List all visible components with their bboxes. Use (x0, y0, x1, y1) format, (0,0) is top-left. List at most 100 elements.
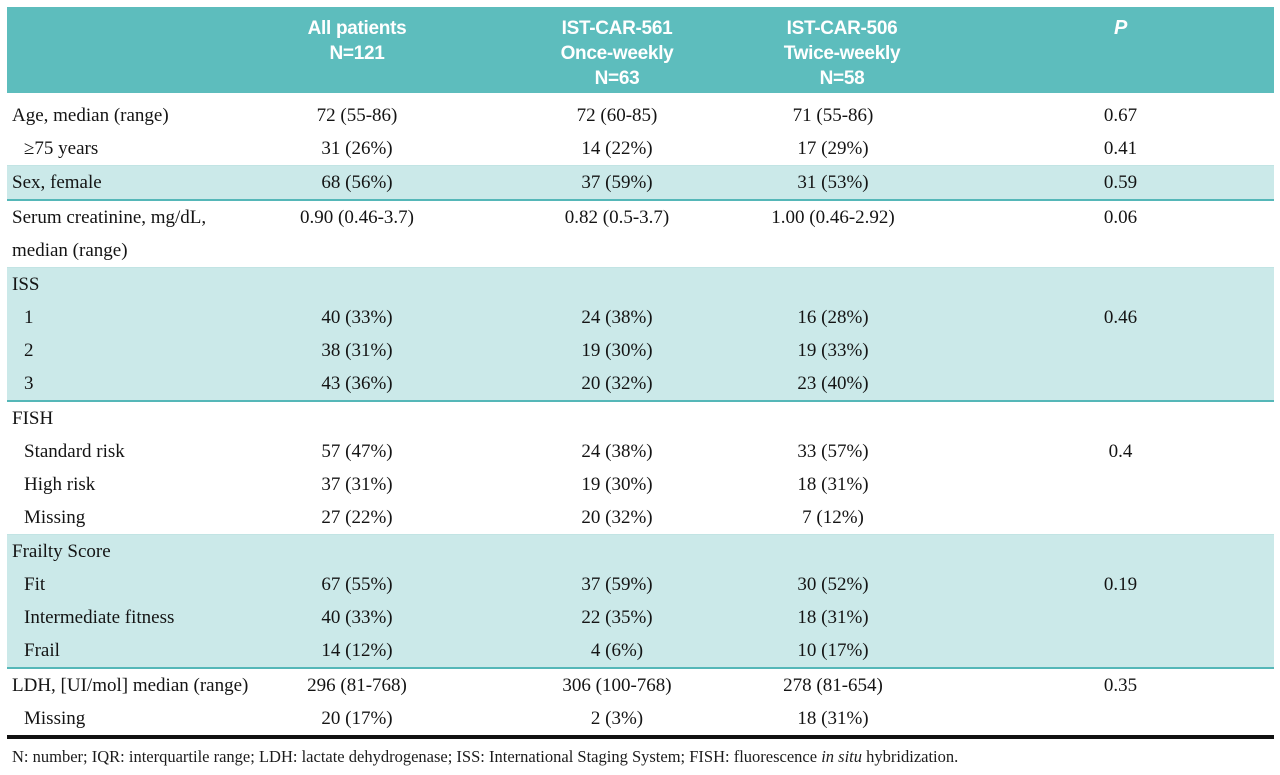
cell-value: 20 (32%) (581, 373, 653, 394)
cell-value: 22 (35%) (581, 607, 653, 628)
cell-p-value: 0.46 (1103, 307, 1138, 328)
cell-p-value: 0.35 (1103, 675, 1138, 696)
cell-value: 14 (12%) (321, 640, 393, 661)
table-row: FISH (7, 402, 1274, 435)
table-row: Serum creatinine, mg/dL, median (range) 0.… (7, 201, 1274, 267)
cell-value: 2 (3%) (590, 708, 644, 729)
cell-p-value: 0.19 (1103, 574, 1138, 595)
table-row: 3 43 (36%) 20 (32%) 23 (40%) (7, 367, 1274, 402)
header-cell-all-patients: All patients N=121 (307, 18, 407, 64)
cell-value: 40 (33%) (321, 307, 393, 328)
cell-value: 24 (38%) (581, 441, 653, 462)
footnote: N: number; IQR: interquartile range; LDH… (7, 746, 1274, 768)
footnote-italic-text: in situ (821, 747, 863, 766)
cell-p-value: 0.67 (1103, 105, 1138, 126)
cell-value: 20 (17%) (321, 708, 393, 729)
cell-value: 16 (28%) (797, 307, 869, 328)
cell-value: 37 (59%) (581, 574, 653, 595)
cell-value: 0.82 (0.5-3.7) (564, 207, 670, 228)
row-label: Serum creatinine, mg/dL, median (range) (12, 207, 207, 261)
cell-value: 30 (52%) (797, 574, 869, 595)
table-row: High risk 37 (31%) 19 (30%) 18 (31%) (7, 468, 1274, 501)
cell-value: 278 (81-654) (783, 675, 883, 696)
header-cell-p: P (1113, 17, 1128, 39)
table-row: 1 40 (33%) 24 (38%) 16 (28%) 0.46 (7, 301, 1274, 334)
cell-value: 19 (30%) (581, 340, 653, 361)
header-cell-ist-car-561: IST-CAR-561 Once-weekly N=63 (560, 18, 674, 89)
row-label: Frail (24, 640, 60, 661)
header-cell-ist-car-506: IST-CAR-506 Twice-weekly N=58 (783, 18, 901, 89)
table-row: Fit 67 (55%) 37 (59%) 30 (52%) 0.19 (7, 568, 1274, 601)
cell-value: 1.00 (0.46-2.92) (771, 207, 895, 228)
cell-value: 14 (22%) (581, 138, 653, 159)
cell-value: 37 (59%) (581, 172, 653, 193)
cell-value: 296 (81-768) (307, 675, 407, 696)
cell-value: 57 (47%) (321, 441, 393, 462)
row-label: ISS (12, 274, 40, 295)
cell-value: 37 (31%) (321, 474, 393, 495)
row-label: Fit (24, 574, 46, 595)
cell-value: 67 (55%) (321, 574, 393, 595)
footnote-text: hybridization. (862, 747, 959, 766)
cell-value: 38 (31%) (321, 340, 393, 361)
cell-p-value: 0.59 (1103, 172, 1138, 193)
row-label: 2 (24, 340, 34, 361)
table-row: Standard risk 57 (47%) 24 (38%) 33 (57%) 0.4 (7, 435, 1274, 468)
cell-value: 23 (40%) (797, 373, 869, 394)
row-label: Sex, female (12, 172, 102, 193)
row-label: Frailty Score (12, 541, 111, 562)
row-label: 3 (24, 373, 34, 394)
cell-value: 72 (60-85) (576, 105, 658, 126)
cell-p-value: 0.06 (1103, 207, 1138, 228)
cell-value: 31 (53%) (797, 172, 869, 193)
row-label: FISH (12, 408, 54, 429)
table-row: LDH, [UI/mol] median (range) 296 (81-768)… (7, 669, 1274, 702)
cell-value: 68 (56%) (321, 172, 393, 193)
table-row: ISS (7, 267, 1274, 301)
cell-value: 71 (55-86) (792, 105, 874, 126)
table-row: Age, median (range) 72 (55-86) 72 (60-85) 7… (7, 99, 1274, 132)
table-row: ≥75 years 31 (26%) 14 (22%) 17 (29%) 0.41 (7, 132, 1274, 166)
cell-value: 18 (31%) (797, 607, 869, 628)
row-label: Standard risk (24, 441, 125, 462)
table-row: 2 38 (31%) 19 (30%) 19 (33%) (7, 334, 1274, 367)
cell-value: 19 (33%) (797, 340, 869, 361)
row-label: ≥75 years (24, 138, 99, 159)
cell-p-value: 0.4 (1108, 441, 1133, 462)
table-row: Frailty Score (7, 534, 1274, 568)
footnote-text: N: number; IQR: interquartile range; LDH… (12, 747, 822, 766)
cell-value: 20 (32%) (581, 507, 653, 528)
cell-p-value: 0.41 (1103, 138, 1138, 159)
row-label: Age, median (range) (12, 105, 169, 126)
cell-value: 33 (57%) (797, 441, 869, 462)
cell-value: 18 (31%) (797, 474, 869, 495)
row-label: Missing (24, 507, 86, 528)
cell-value: 10 (17%) (797, 640, 869, 661)
row-label: Intermediate fitness (24, 607, 175, 628)
cell-value: 4 (6%) (590, 640, 644, 661)
table-row: Missing 27 (22%) 20 (32%) 7 (12%) (7, 501, 1274, 534)
table-body: Age, median (range) 72 (55-86) 72 (60-85) 7… (7, 99, 1274, 739)
table-row: Sex, female 68 (56%) 37 (59%) 31 (53%) 0.59 (7, 166, 1274, 201)
table-row: Frail 14 (12%) 4 (6%) 10 (17%) (7, 634, 1274, 669)
cell-value: 72 (55-86) (316, 105, 398, 126)
cell-value: 31 (26%) (321, 138, 393, 159)
row-label: Missing (24, 708, 86, 729)
cell-value: 43 (36%) (321, 373, 393, 394)
cell-value: 7 (12%) (802, 507, 864, 528)
row-label: High risk (24, 474, 96, 495)
cell-value: 24 (38%) (581, 307, 653, 328)
table-header-row: All patients N=121 IST-CAR-561 Once-weekly N… (7, 7, 1274, 93)
cell-value: 0.90 (0.46-3.7) (300, 207, 414, 228)
table-row: Intermediate fitness 40 (33%) 22 (35%) 18 (… (7, 601, 1274, 634)
cell-value: 19 (30%) (581, 474, 653, 495)
table-row: Missing 20 (17%) 2 (3%) 18 (31%) (7, 702, 1274, 739)
header-cell-rowlabel (7, 7, 222, 16)
cell-value: 18 (31%) (797, 708, 869, 729)
row-label: 1 (24, 307, 34, 328)
cell-value: 40 (33%) (321, 607, 393, 628)
cell-value: 17 (29%) (797, 138, 869, 159)
row-label: LDH, [UI/mol] median (range) (12, 675, 249, 696)
cell-value: 27 (22%) (321, 507, 393, 528)
